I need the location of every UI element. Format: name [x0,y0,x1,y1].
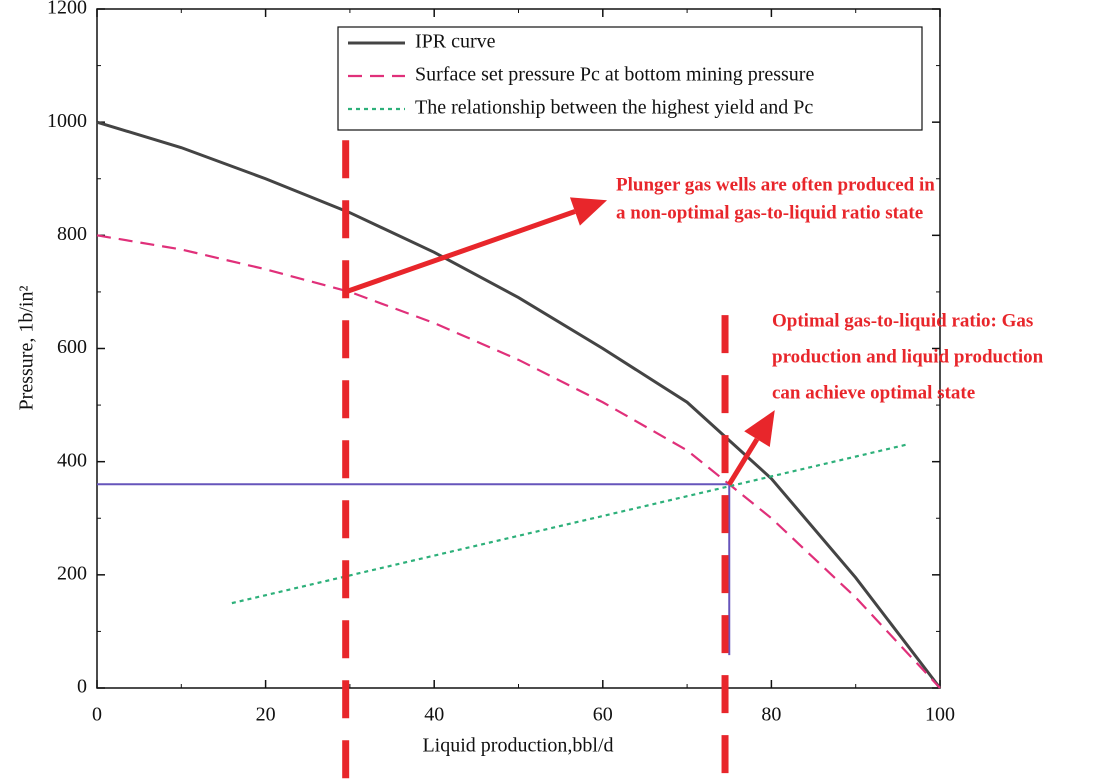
y-tick-label: 200 [57,562,87,584]
annotation-text: a non-optimal gas-to-liquid ratio state [616,202,923,223]
y-tick-label: 1200 [47,0,87,19]
arrow-head [569,197,608,226]
y-tick-label: 600 [57,336,87,358]
y-tick-label: 400 [57,449,87,471]
annotation-text: production and liquid production [772,346,1044,367]
series-line [96,234,941,689]
series-line [231,443,907,605]
x-tick-label: 20 [256,704,276,726]
y-tick-label: 1000 [47,110,87,132]
annotation-text: can achieve optimal state [772,382,975,403]
guide-line [97,483,731,656]
y-tick-label: 0 [77,676,87,698]
x-axis-label: Liquid production,bbl/d [422,735,613,757]
x-tick-label: 60 [593,704,613,726]
x-tick-label: 0 [92,704,102,726]
annotation-text: Plunger gas wells are often produced in [616,174,935,195]
x-tick-label: 40 [424,704,444,726]
x-tick-label: 100 [925,704,955,726]
legend-label: Surface set pressure Pc at bottom mining… [415,64,814,86]
series-line [96,120,942,689]
y-axis-label: Pressure, 1b/in² [16,286,38,411]
legend-label: The relationship between the highest yie… [415,97,813,119]
legend-label: IPR curve [415,31,496,53]
annotation-text: Optimal gas-to-liquid ratio: Gas [772,310,1033,331]
arrow-shaft [344,209,576,295]
arrow-shaft [727,437,760,486]
arrow-head [744,410,775,447]
y-tick-label: 800 [57,223,87,245]
legend-box [337,26,923,131]
x-tick-label: 80 [761,704,781,726]
